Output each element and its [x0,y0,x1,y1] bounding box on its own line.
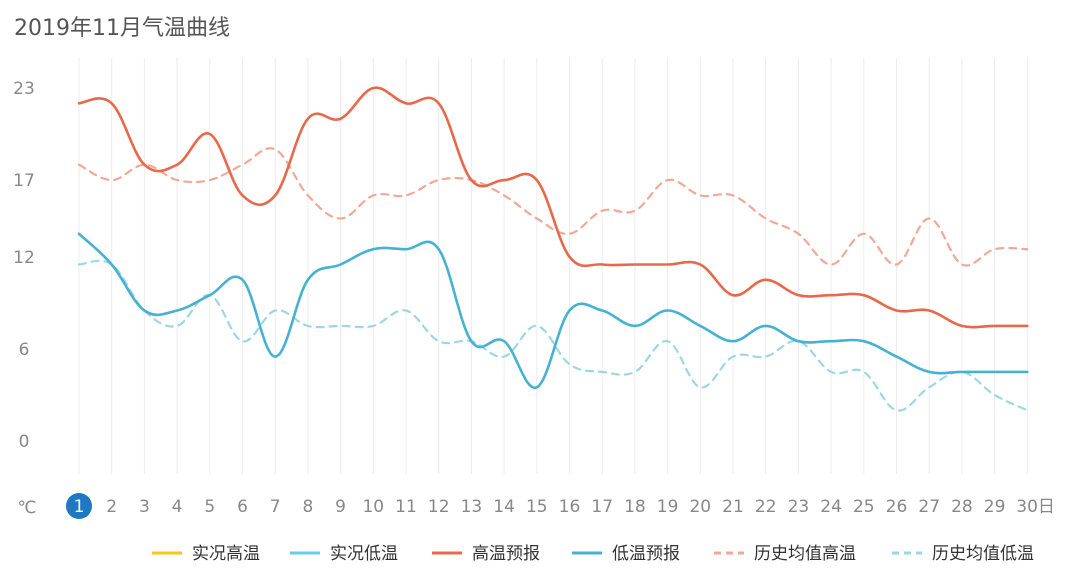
x-tick-label[interactable]: 17 [591,497,613,517]
legend-label[interactable]: 实况低温 [330,544,398,564]
x-tick-label[interactable]: 10 [362,497,384,517]
x-tick-label[interactable]: 15 [526,497,548,517]
series-line [77,147,1029,267]
x-tick-label[interactable]: 12 [428,497,450,517]
y-tick-label: 12 [13,248,35,268]
x-tick-label[interactable]: 2 [106,497,117,517]
grid-lines [78,58,1028,474]
x-tick-label[interactable]: 29 [984,497,1006,517]
x-tick-label[interactable]: 28 [951,497,973,517]
y-tick-label: 6 [19,340,30,360]
x-tick-label[interactable]: 20 [689,497,711,517]
x-tick-label[interactable]: 6 [237,497,248,517]
legend: 实况高温 实况低温 高温预报 低温预报 历史均值高温 历史均值低温 [152,544,1034,564]
x-tick-label[interactable]: 1 [74,497,85,517]
x-tick-label[interactable]: 21 [722,497,744,517]
x-tick-label[interactable]: 24 [820,497,842,517]
y-axis-ticks: 0 6 12 17 23 ℃ [13,79,36,518]
legend-label[interactable]: 历史均值高温 [754,544,856,564]
y-tick-label: 23 [13,79,35,99]
x-tick-label[interactable]: 7 [270,497,281,517]
chart-title: 2019年11月气温曲线 [14,16,230,41]
x-tick-label[interactable]: 14 [493,497,515,517]
x-tick-label[interactable]: 8 [302,497,313,517]
x-tick-label[interactable]: 9 [335,497,346,517]
y-tick-label: 0 [19,432,30,452]
series-line [77,86,1029,329]
x-tick-label[interactable]: 19 [657,497,679,517]
x-tick-label[interactable]: 26 [886,497,908,517]
x-tick-label[interactable]: 5 [204,497,215,517]
x-tick-label[interactable]: 16 [559,497,581,517]
series-line [77,259,1029,412]
legend-label[interactable]: 低温预报 [612,544,680,564]
x-tick-label[interactable]: 23 [788,497,810,517]
x-tick-label[interactable]: 30日 [1016,497,1055,517]
legend-label[interactable]: 高温预报 [472,544,540,564]
x-tick-label[interactable]: 3 [139,497,150,517]
x-tick-label[interactable]: 4 [172,497,183,517]
legend-label[interactable]: 实况高温 [192,544,260,564]
selected-day-marker[interactable] [66,493,92,519]
series-lines [77,86,1029,412]
x-tick-label[interactable]: 11 [395,497,417,517]
y-unit-label: ℃ [17,498,36,518]
x-tick-label[interactable]: 25 [853,497,875,517]
x-tick-label[interactable]: 22 [755,497,777,517]
y-tick-label: 17 [13,171,35,191]
x-tick-label[interactable]: 27 [918,497,940,517]
legend-label[interactable]: 历史均值低温 [932,544,1034,564]
x-tick-label[interactable]: 18 [624,497,646,517]
x-axis-ticks: 1 2 3 4 5 6 7 8 9 10 11 12 13 14 15 16 17 18 19 20 21 22 23 24 2… [66,493,1055,519]
series-line [77,232,1029,389]
x-tick-label[interactable]: 13 [461,497,483,517]
